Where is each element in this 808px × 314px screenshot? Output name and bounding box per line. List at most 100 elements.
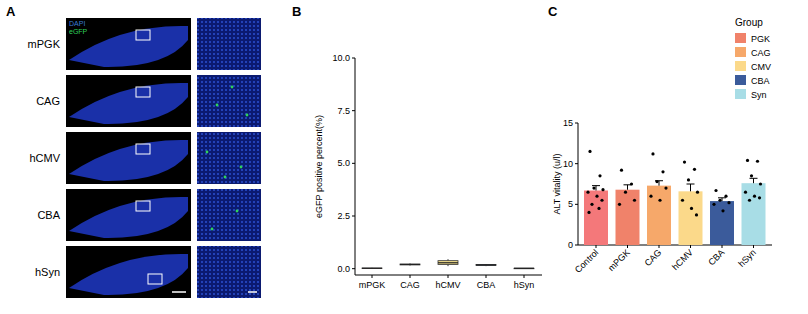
image-frame [66,75,191,127]
point [595,195,598,198]
x-tick [596,245,597,248]
point [587,211,590,214]
zoom-image [197,189,261,241]
legend-swatch [735,75,746,85]
y-tick-label: 10.0 [332,53,350,63]
bars [584,150,766,245]
legend-label: CBA [751,76,770,86]
median [362,268,382,269]
error-bar [690,184,691,191]
x-tick-label: CBA [706,247,726,267]
x-tick-label: mPGK [359,280,386,290]
x-tick [753,245,754,248]
x-tick-label: CBA [477,280,496,290]
point [690,207,693,210]
y-tick [575,245,578,246]
point [661,170,664,173]
point [712,203,715,206]
tissue [69,26,188,67]
legend-swatch [735,61,746,71]
panel-label: C [548,4,558,19]
point [683,160,686,163]
y-tick-label: 0.0 [337,264,350,274]
row-label: hCMV [29,152,60,164]
bar [584,191,608,245]
image-frame [66,246,191,298]
bar [647,186,671,245]
legend-swatch [735,47,746,57]
point [681,199,684,202]
point [649,195,652,198]
y-tick [352,163,355,164]
point [753,195,756,198]
x-tick-label: CAG [400,280,420,290]
point [598,174,601,177]
point [759,182,762,185]
point [588,150,591,153]
gfp-cell [224,176,227,179]
x-tick [722,245,723,248]
error-bar [596,186,597,191]
median [476,264,496,265]
x-tick-label: Control [573,247,601,275]
y-axis [355,58,356,275]
box [400,264,420,266]
image-frame [66,18,191,70]
median [438,262,458,263]
y-tick-label: 10 [563,159,573,169]
y-label: eGFP positive percent(%) [314,115,324,218]
point [592,186,595,189]
scale-bar [248,291,257,293]
median [514,268,534,269]
x-tick-label: hSyn [736,247,758,269]
point [744,191,747,194]
error-cap [718,197,726,198]
legend-label: CMV [751,62,771,72]
point [693,168,696,171]
point [718,199,721,202]
image-frame [66,132,191,184]
y-axis [578,123,579,245]
legend-swatch [735,33,746,43]
error-cap [592,185,600,186]
channel-label: DAPI [69,20,85,27]
x-tick-label: hCMV [435,280,460,290]
box [362,268,382,270]
x-tick-label: mPGK [606,247,632,273]
row-label: hSyn [35,266,60,278]
box [438,261,458,265]
bar [710,201,734,245]
point [724,195,727,198]
point [600,199,603,202]
y-tick-label: 0 [568,240,573,250]
point [658,199,661,202]
point [586,191,589,194]
zoom-box [136,87,150,97]
gfp-cell [211,228,214,231]
image-frame [66,189,191,241]
row-label: CBA [37,209,60,221]
tissue [69,83,188,124]
point [746,159,749,162]
boxes [362,259,534,269]
error-cap [687,184,695,185]
gfp-cell [216,104,219,107]
y-tick-label: 2.5 [337,211,350,221]
zoom-image [197,132,261,184]
x-tick-label: hCMV [670,247,695,272]
point [687,178,690,181]
tissue [69,197,188,238]
point [758,196,761,199]
gfp-cell [231,86,234,89]
x-tick [448,275,449,278]
zoom-image [197,18,261,70]
x-tick-label: CAG [643,247,664,268]
point [633,199,636,202]
zoom-image [197,246,261,298]
point [601,188,604,191]
x-tick [627,245,628,248]
x-tick [690,245,691,248]
zoom-box [148,274,162,284]
y-tick-label: 5 [568,199,573,209]
point [651,152,654,155]
